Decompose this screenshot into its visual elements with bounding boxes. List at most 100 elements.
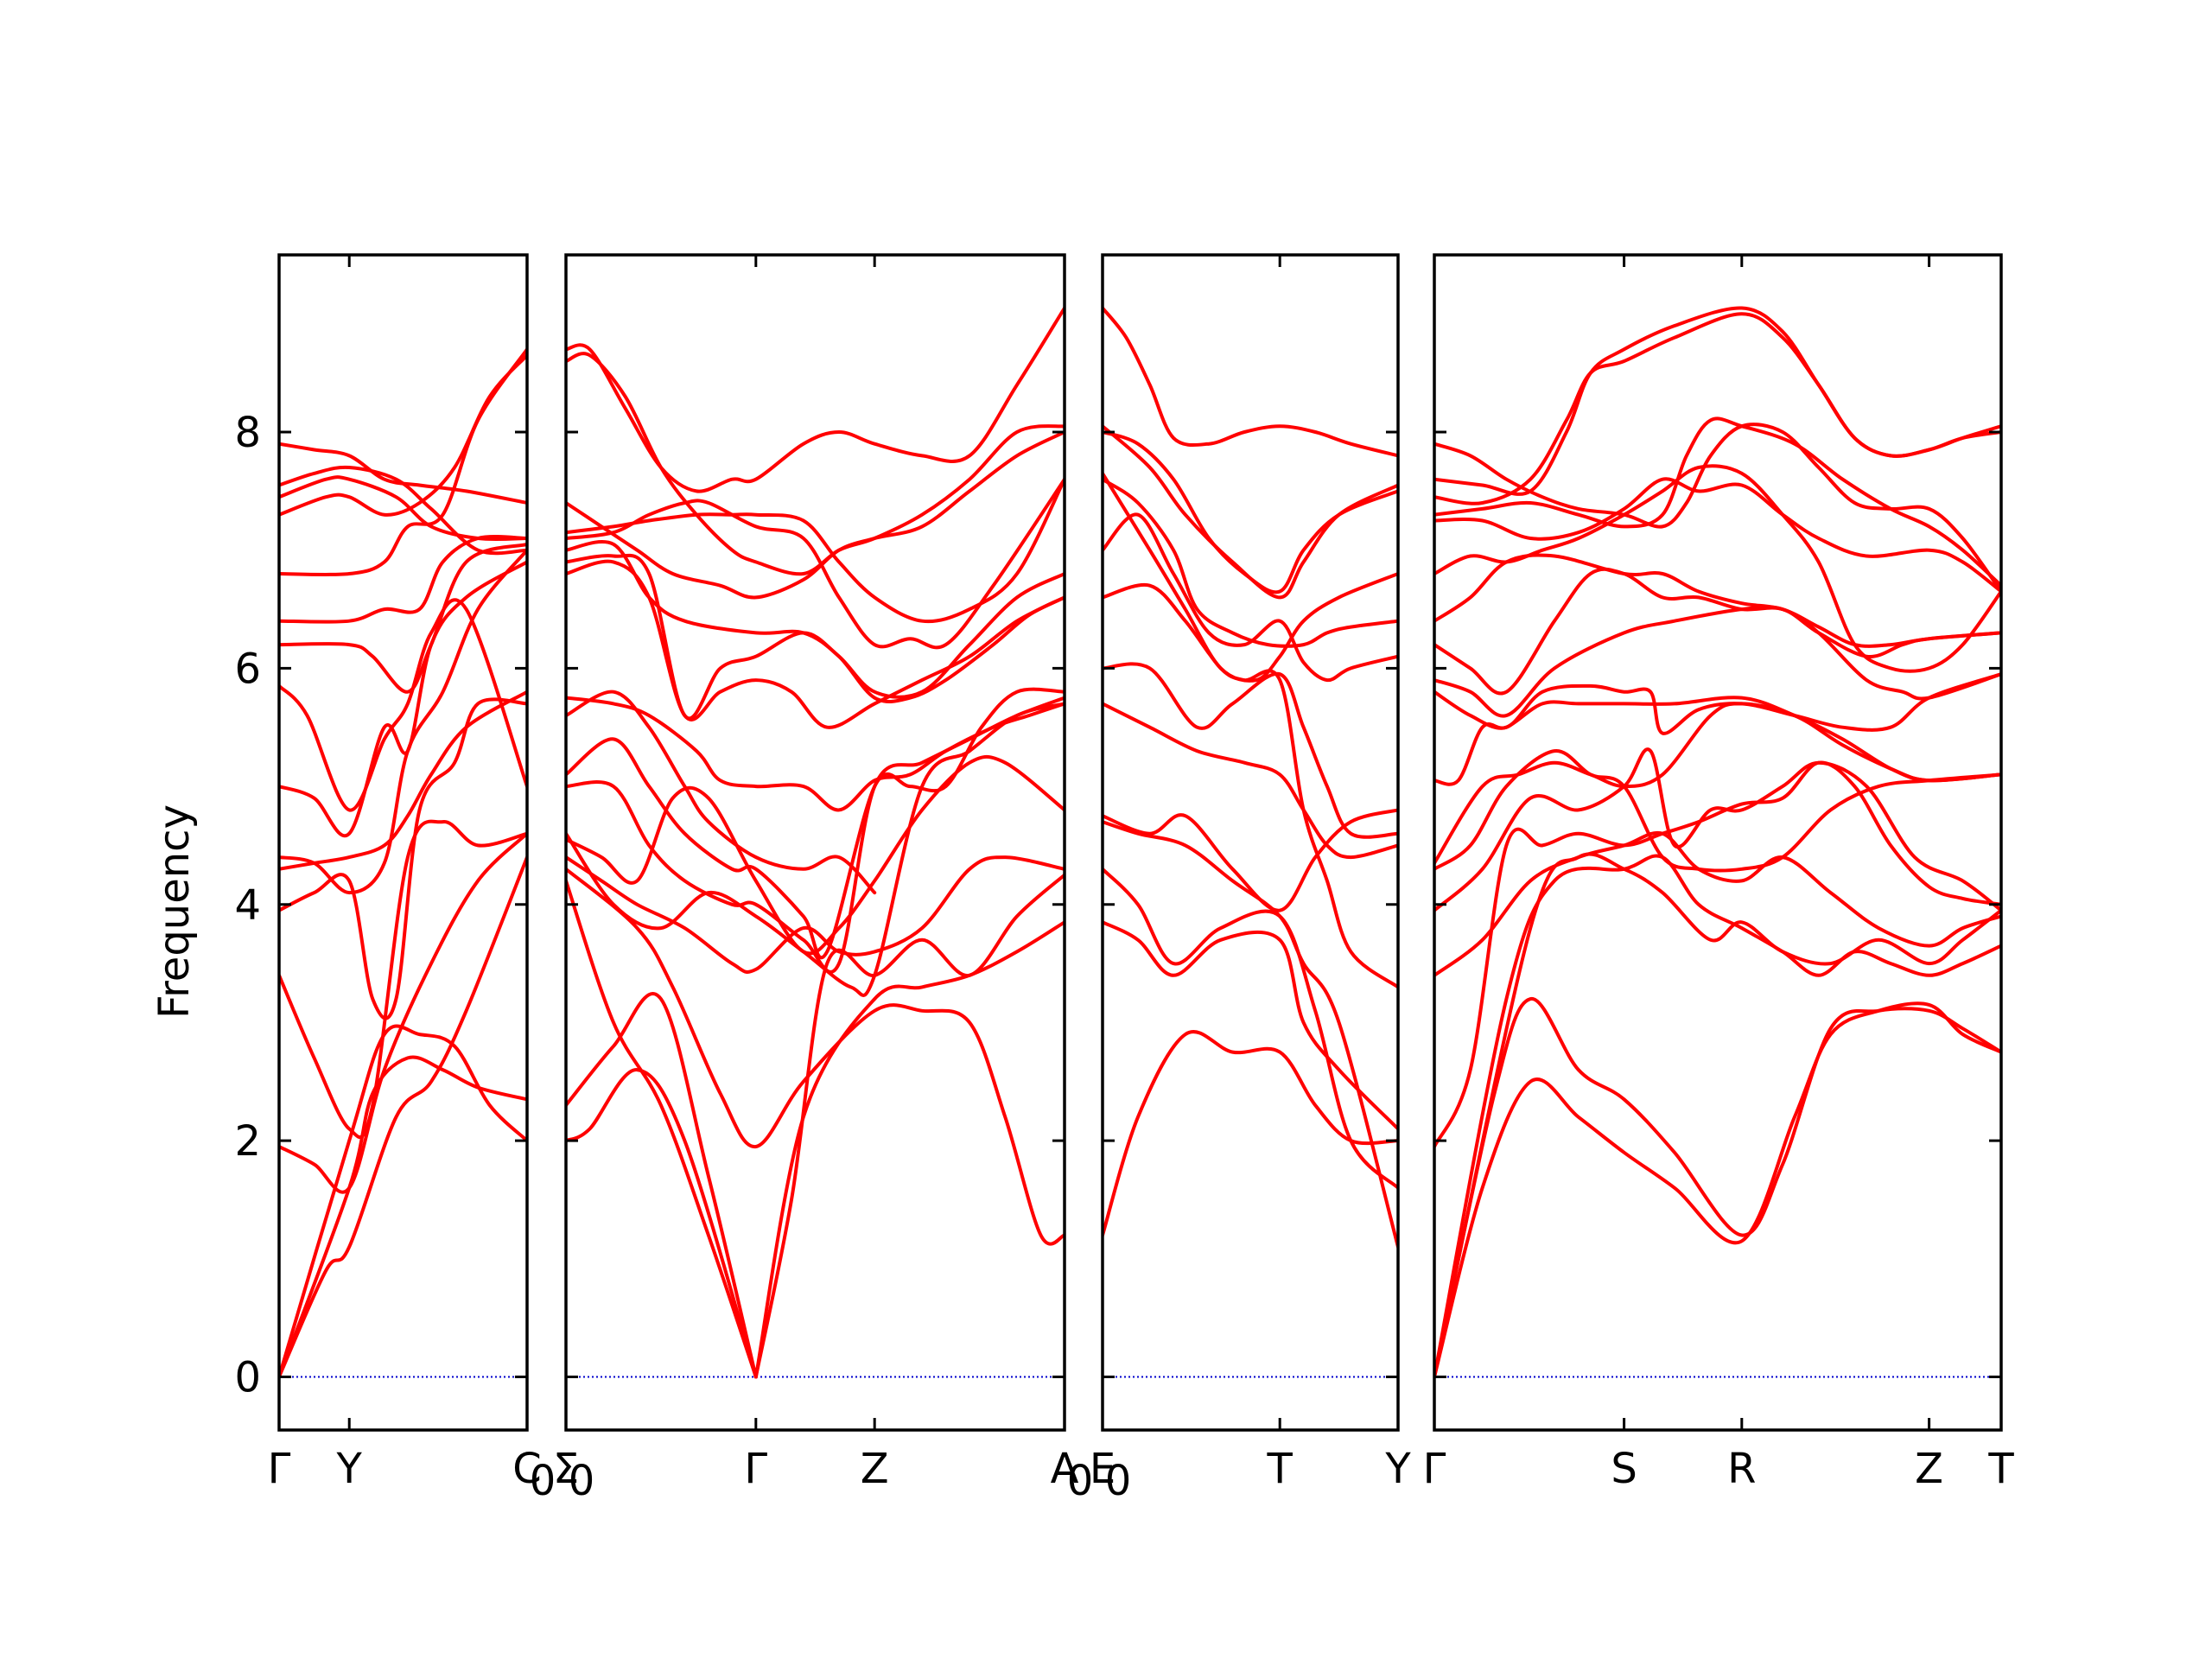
band-branch-13 [279,347,527,577]
band-branch-1 [279,855,527,1379]
band-branch-14 [1103,306,1398,458]
panel-frame [1101,253,1400,1432]
band-branch-15 [1434,464,2001,673]
band-branch-4 [1103,820,1398,1249]
high-symmetry-label: E [1090,1445,1116,1493]
band-curves [1103,306,1398,1249]
panel-3: E0 T Y [1090,253,1411,1505]
panel-frame [564,253,1066,1432]
high-symmetry-label: C [512,1445,542,1493]
high-symmetry-label: Y [336,1445,363,1493]
frequency-axis-ticks: 0 2 4 6 8 [234,409,261,1402]
panel-2: Σ0 Γ Z A0 [553,253,1094,1505]
band-branch-3 [566,879,758,1379]
high-symmetry-label: Γ [268,1445,291,1493]
band-branch-11 [1103,471,1398,683]
band-branch-17 [279,442,527,505]
band-branch-3 [1434,854,2001,1379]
band-curves [566,306,1065,1379]
high-symmetry-label: Y [1384,1445,1411,1493]
band-branch-11 [1434,672,2001,735]
band-branch-4 [566,867,1065,1246]
band-branch-2 [566,992,758,1379]
band-branch-17 [566,477,1065,650]
high-symmetry-label: S [1611,1445,1637,1493]
band-branch-4 [279,831,527,1194]
y-tick-label: 4 [234,881,261,930]
band-branch-2 [1103,920,1398,1131]
band-branch-16 [279,465,527,556]
band-branch-21 [566,306,1065,493]
band-branch-1 [1434,1001,2001,1379]
band-branch-15 [279,475,527,542]
band-branch-19 [1434,306,2001,496]
high-symmetry-label: Γ [1423,1445,1446,1493]
band-curves [279,347,527,1379]
y-tick-label: 0 [234,1353,261,1402]
high-symmetry-label: Σ [553,1445,579,1493]
band-branch-12 [566,690,877,895]
band-branch-10 [279,598,527,812]
band-branch-17 [1434,416,2001,588]
high-symmetry-label: T [1987,1445,2014,1493]
band-branch-9 [1103,512,1398,683]
high-symmetry-label: 0 [1067,1457,1094,1505]
band-branch-5 [1434,830,2001,977]
high-symmetry-label: Z [861,1445,889,1493]
band-branch-13 [1103,424,1398,600]
band-branch-2 [1434,997,2001,1379]
band-branch-10 [1103,477,1398,648]
high-symmetry-label: Z [1915,1445,1943,1493]
band-branch-16 [1434,477,2001,594]
band-branch-4 [1434,852,2001,1379]
panel-frame [1433,253,2003,1432]
band-branch-9 [1434,702,2001,865]
band-branch-16 [566,539,1065,703]
band-branch-15 [566,553,1065,721]
band-branch-20 [566,352,1065,576]
band-branch-19 [566,430,1065,600]
y-tick-label: 8 [234,409,261,457]
band-branch-18 [1434,312,2001,505]
band-branch-14 [1434,553,2001,648]
band-branch-11 [279,542,527,694]
band-branch-7 [1103,662,1398,839]
band-branch-3 [279,1024,527,1379]
band-branch-7 [1434,747,2001,912]
band-branch-5 [1103,808,1398,912]
y-tick-label: 6 [234,645,261,693]
band-branch-8 [1434,749,2001,873]
band-branch-8 [279,548,527,895]
band-branch-13 [566,696,1065,812]
band-branch-11 [566,687,1065,960]
y-tick-label: 2 [234,1117,261,1166]
band-branch-7 [279,690,527,871]
band-branch-5 [279,819,527,1139]
band-branch-8 [1103,582,1398,989]
band-branch-6 [753,873,1065,1379]
band-branch-14 [279,353,527,517]
band-branch-1 [566,1068,758,1379]
band-branch-18 [566,477,1065,624]
y-axis-label: Frequency [150,804,199,1019]
panel-1: Γ Y C0 [268,253,556,1505]
band-branch-1 [1103,1030,1398,1237]
band-branch-6 [279,697,527,1020]
high-symmetry-label: 0 [530,1457,556,1505]
band-branch-2 [279,1055,527,1379]
band-branch-3 [1103,867,1398,1190]
band-branch-20 [1434,423,2001,594]
high-symmetry-label: R [1727,1445,1756,1493]
band-branch-13 [1434,567,2001,696]
band-branch-5 [753,920,1065,1379]
high-symmetry-label: 0 [1105,1457,1132,1505]
band-branch-6 [1103,702,1398,860]
band-branch-7 [566,855,1065,974]
high-symmetry-label: 0 [569,1457,595,1505]
high-symmetry-label: T [1267,1445,1294,1493]
high-symmetry-label: Γ [744,1445,767,1493]
high-symmetry-label: A [1051,1445,1079,1493]
